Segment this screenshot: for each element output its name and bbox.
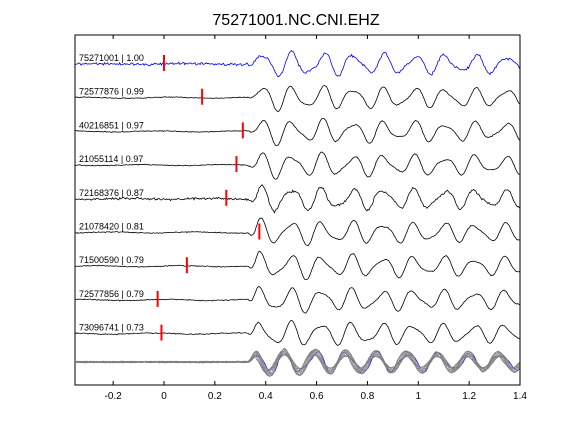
plot-frame <box>74 34 521 386</box>
trace-line-6 <box>74 217 520 247</box>
trace-label-7: 71500590 | 0.79 <box>79 255 144 265</box>
trace-line-9 <box>74 319 520 346</box>
stack-group <box>74 348 520 378</box>
trace-line-4 <box>74 151 520 180</box>
x-tick-label-4: 0.6 <box>310 391 324 402</box>
trace-label-1: 75271001 | 1.00 <box>79 53 144 63</box>
x-tick-label-7: 1.2 <box>462 391 476 402</box>
trace-label-9: 73096741 | 0.73 <box>79 323 144 333</box>
trace-label-2: 72577876 | 0.99 <box>79 87 144 97</box>
trace-line-1 <box>74 50 520 78</box>
x-tick-label-3: 0.4 <box>259 391 273 402</box>
traces-group <box>74 50 520 346</box>
x-tick-label-2: 0.2 <box>208 391 222 402</box>
chart-title: 75271001.NC.CNI.EHZ <box>212 12 379 29</box>
stack-trace-9 <box>74 348 520 375</box>
x-tick-label-5: 0.8 <box>360 391 374 402</box>
trace-line-2 <box>74 85 520 112</box>
x-tick-label-6: 1 <box>416 391 422 402</box>
trace-label-6: 21078420 | 0.81 <box>79 222 144 232</box>
trace-label-3: 40216851 | 0.97 <box>79 120 144 130</box>
trace-label-4: 21055114 | 0.97 <box>79 154 143 164</box>
trace-label-5: 72168376 | 0.87 <box>79 188 144 198</box>
trace-line-5 <box>74 184 520 214</box>
trace-label-8: 72577856 | 0.79 <box>79 289 144 299</box>
trace-labels-group: 75271001 | 1.00 72577876 | 0.99 40216851 |… <box>79 53 144 333</box>
trace-line-7 <box>74 250 520 280</box>
x-axis: -0.2 0 0.2 0.4 0.6 0.8 1 1.2 1.4 <box>105 35 527 402</box>
x-tick-label-0: -0.2 <box>105 391 123 402</box>
pick-markers-group <box>156 55 261 341</box>
x-tick-label-1: 0 <box>161 391 167 402</box>
x-tick-label-8: 1.4 <box>513 391 527 402</box>
trace-line-8 <box>74 286 520 314</box>
stack-trace-5 <box>74 349 520 376</box>
trace-line-3 <box>74 117 520 147</box>
